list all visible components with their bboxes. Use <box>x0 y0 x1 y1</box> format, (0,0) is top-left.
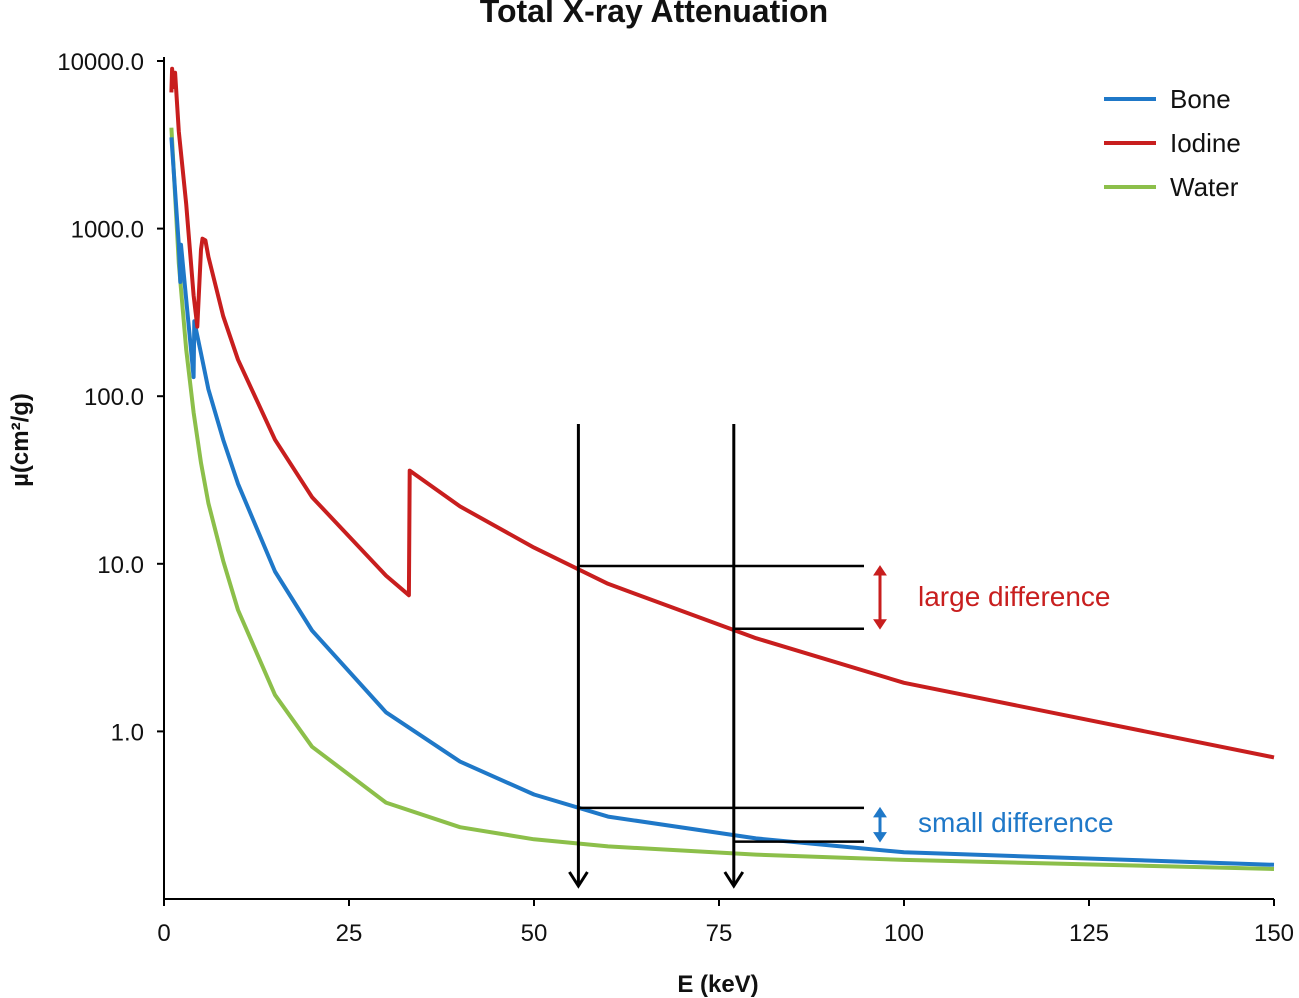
x-tick-label: 100 <box>884 920 924 947</box>
large-difference-arrow-head-bottom <box>873 619 887 630</box>
legend-label-bone: Bone <box>1170 84 1231 114</box>
energy-marker-arrowhead <box>723 871 745 889</box>
x-tick-group: 0 25 50 75 100 125 150 <box>157 899 1294 947</box>
y-tick-label: 100.0 <box>84 384 144 411</box>
x-tick-label: 125 <box>1069 920 1109 947</box>
chart-title: Total X-ray Attenuation <box>480 0 828 29</box>
y-tick-label: 10.0 <box>97 552 144 579</box>
y-tick-group: 10000.0 1000.0 100.0 10.0 1.0 <box>57 49 164 746</box>
x-tick-label: 50 <box>521 920 548 947</box>
annotation-large-difference: large difference <box>918 581 1111 612</box>
series-lines <box>169 66 1275 871</box>
series-line-iodine <box>169 66 1275 760</box>
small-difference-arrow-head-bottom <box>873 832 887 843</box>
axes <box>163 57 1274 900</box>
large-difference-arrow-head-top <box>873 565 887 576</box>
x-tick-label: 0 <box>157 920 170 947</box>
y-tick-label: 10000.0 <box>57 49 144 76</box>
y-tick-label: 1000.0 <box>71 217 144 244</box>
y-axis-label: µ(cm²/g) <box>7 393 34 487</box>
x-tick-label: 150 <box>1254 920 1294 947</box>
series-line-bone <box>169 137 1275 867</box>
x-axis-label: E (keV) <box>677 971 758 998</box>
energy-marker-arrowhead <box>568 871 589 889</box>
legend-label-water: Water <box>1170 172 1239 202</box>
reference-lines <box>568 424 887 889</box>
x-tick-label: 25 <box>336 920 363 947</box>
legend-label-iodine: Iodine <box>1170 128 1241 158</box>
annotation-small-difference: small difference <box>918 807 1114 838</box>
legend: Bone Iodine Water <box>1104 84 1241 202</box>
annotations: large difference small difference <box>918 581 1114 838</box>
series-line-water <box>169 127 1275 871</box>
small-difference-arrow-head-top <box>873 806 887 818</box>
y-tick-label: 1.0 <box>111 719 144 746</box>
x-tick-label: 75 <box>706 920 733 947</box>
